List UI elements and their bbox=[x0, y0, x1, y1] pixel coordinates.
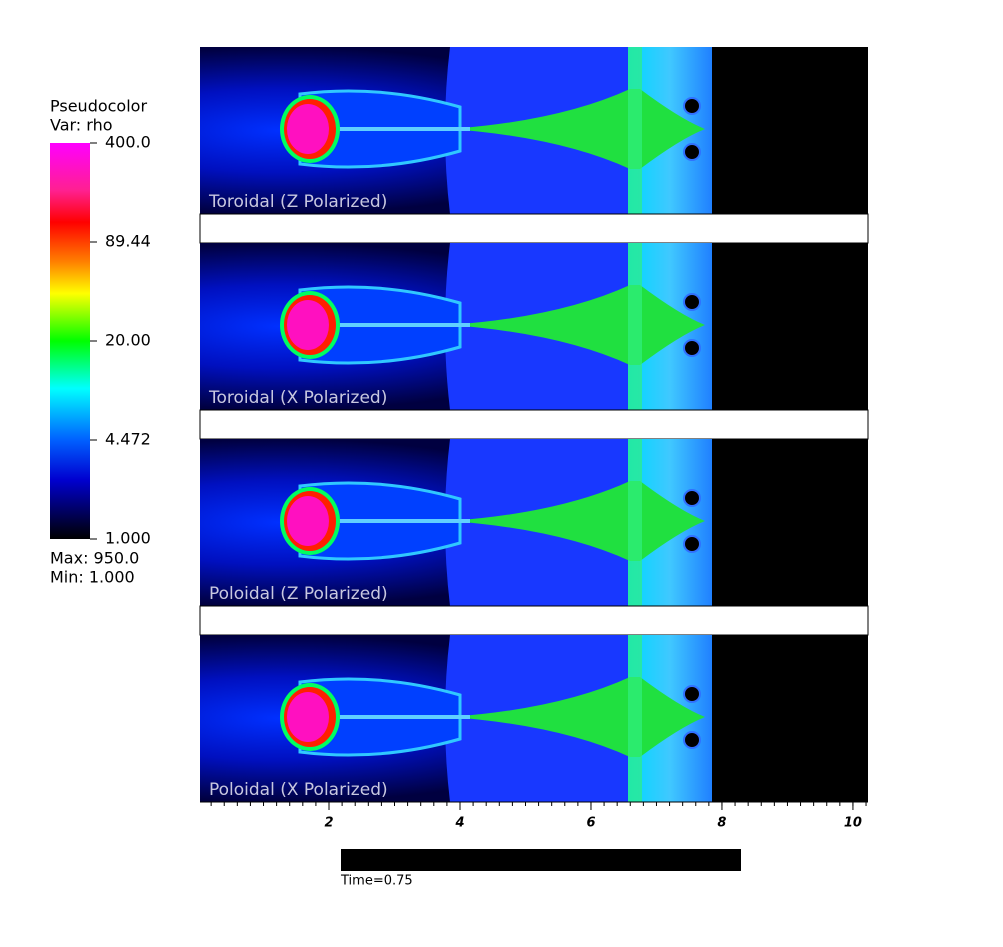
head-core bbox=[287, 104, 329, 154]
color-bar bbox=[50, 143, 90, 539]
x-tick-label: 8 bbox=[717, 816, 726, 831]
panel: Poloidal (Z Polarized) bbox=[200, 439, 868, 606]
plume-stem bbox=[628, 47, 642, 214]
head-core bbox=[287, 300, 329, 350]
x-tick-label: 2 bbox=[324, 816, 333, 831]
plume-stem bbox=[628, 439, 642, 606]
plume-stem bbox=[628, 243, 642, 410]
vortex bbox=[683, 97, 701, 115]
time-slider: Time=0.75 bbox=[340, 849, 741, 889]
panel-gap bbox=[199, 213, 869, 244]
x-tick-label: 6 bbox=[586, 816, 595, 831]
panel-label: Toroidal (Z Polarized) bbox=[208, 192, 387, 212]
x-tick-label: 10 bbox=[844, 816, 862, 831]
head-core bbox=[287, 496, 329, 546]
panel: Poloidal (X Polarized) bbox=[200, 635, 868, 802]
panel-label: Poloidal (Z Polarized) bbox=[209, 584, 388, 604]
color-tick-label: 89.44 bbox=[105, 232, 151, 251]
vortex bbox=[683, 535, 701, 553]
vortex bbox=[683, 293, 701, 311]
x-axis: 2 4 6 8 10 bbox=[200, 801, 868, 831]
panels: Toroidal (Z Polarized) Toroidal (X Polari… bbox=[199, 47, 869, 802]
ambient-region bbox=[712, 439, 868, 606]
ambient-region bbox=[712, 635, 868, 802]
x-tick-label: 4 bbox=[454, 816, 464, 831]
legend: Pseudocolor Var: rho Max: 950.0 Min: 1.0… bbox=[50, 97, 151, 587]
vortex bbox=[683, 685, 701, 703]
color-tick-label: 400.0 bbox=[105, 133, 151, 152]
vortex bbox=[683, 143, 701, 161]
panel: Toroidal (X Polarized) bbox=[200, 243, 868, 410]
color-tick-label: 1.000 bbox=[105, 529, 151, 548]
panel-gap bbox=[199, 409, 869, 440]
color-tick-label: 20.00 bbox=[105, 331, 151, 350]
ambient-region bbox=[712, 243, 868, 410]
time-label: Time=0.75 bbox=[340, 874, 413, 889]
panel-label: Toroidal (X Polarized) bbox=[208, 388, 387, 408]
legend-title: Pseudocolor bbox=[50, 97, 147, 116]
vortex bbox=[683, 731, 701, 749]
legend-variable: Var: rho bbox=[50, 116, 113, 135]
vortex bbox=[683, 339, 701, 357]
color-tick-label: 4.472 bbox=[105, 430, 151, 449]
ambient-region bbox=[712, 47, 868, 214]
panel-label: Poloidal (X Polarized) bbox=[209, 780, 388, 800]
vortex bbox=[683, 489, 701, 507]
head-core bbox=[287, 692, 329, 742]
legend-min: Min: 1.000 bbox=[50, 568, 135, 587]
slider-track bbox=[341, 849, 741, 871]
plume-stem bbox=[628, 635, 642, 802]
panel: Toroidal (Z Polarized) bbox=[200, 47, 868, 214]
panel-gap bbox=[199, 605, 869, 636]
legend-max: Max: 950.0 bbox=[50, 549, 139, 568]
